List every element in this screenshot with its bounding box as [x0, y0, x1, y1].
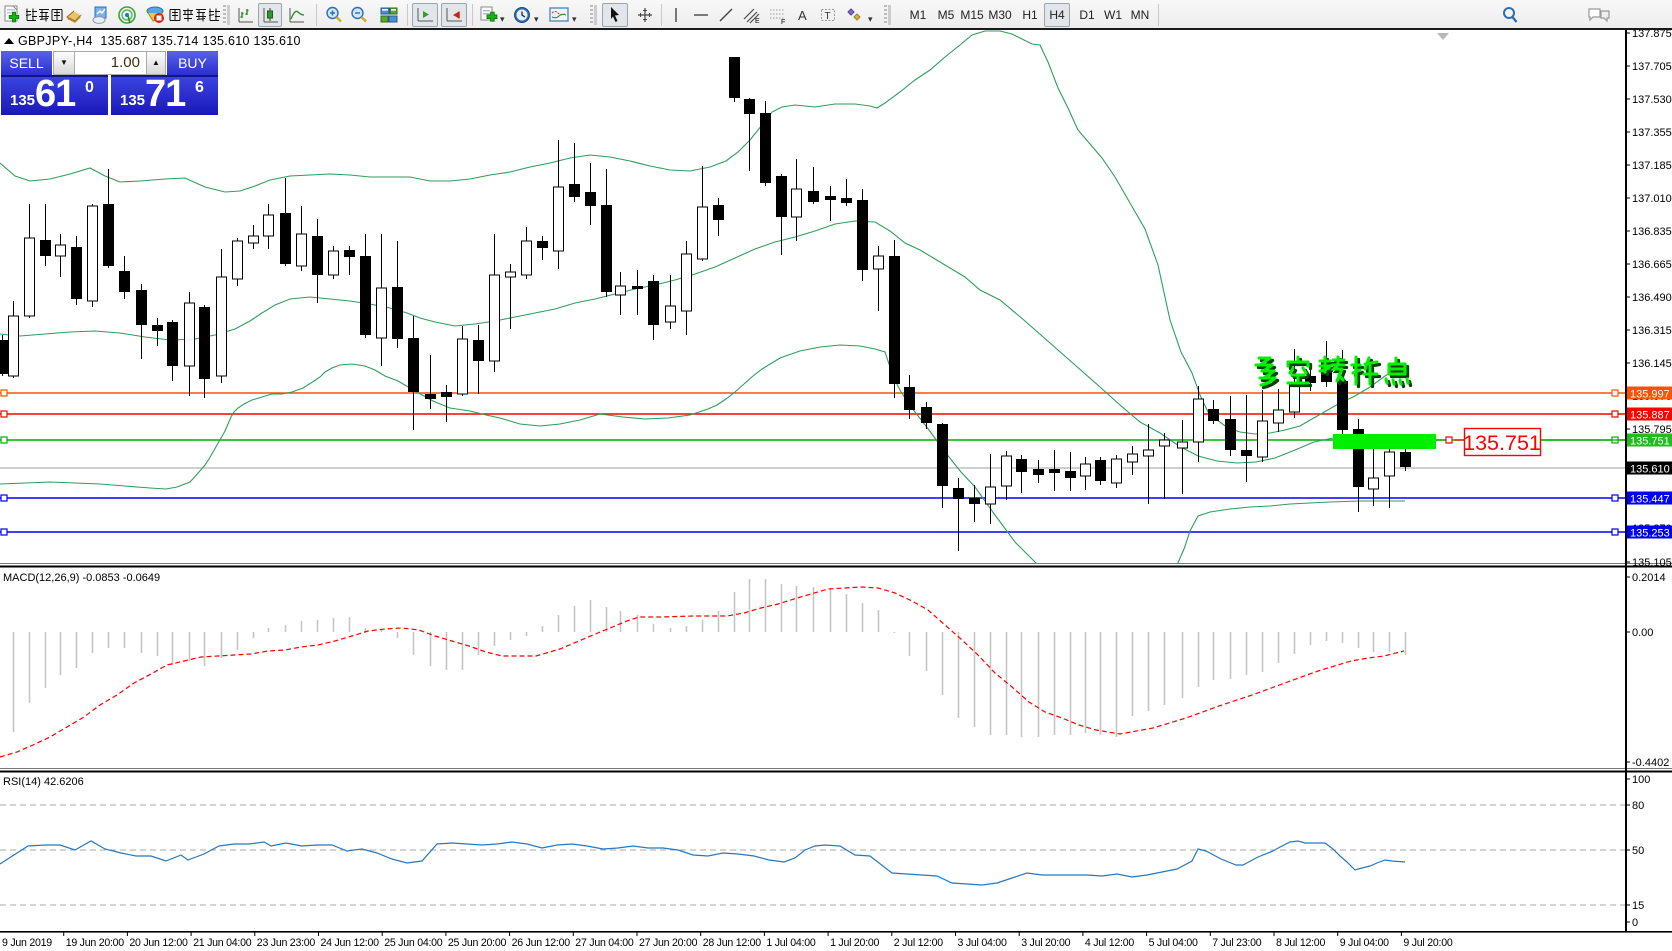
svg-text:26 Jun 12:00: 26 Jun 12:00 [512, 937, 571, 949]
svg-text:9 Jun 2019: 9 Jun 2019 [2, 937, 52, 949]
svg-text:21 Jun 04:00: 21 Jun 04:00 [193, 937, 252, 949]
svg-text:9 Jul 04:00: 9 Jul 04:00 [1340, 937, 1389, 949]
svg-text:15: 15 [1632, 900, 1644, 912]
svg-text:19 Jun 20:00: 19 Jun 20:00 [66, 937, 125, 949]
svg-text:-0.4402: -0.4402 [1632, 757, 1669, 769]
svg-text:135.997: 135.997 [1630, 389, 1670, 401]
svg-text:0: 0 [1632, 917, 1638, 929]
svg-text:T: T [825, 11, 831, 22]
svg-text:136.145: 136.145 [1632, 358, 1672, 370]
svg-text:5 Jul 04:00: 5 Jul 04:00 [1149, 937, 1198, 949]
svg-text:A: A [798, 8, 807, 23]
svg-text:28 Jun 12:00: 28 Jun 12:00 [703, 937, 762, 949]
svg-text:136.665: 136.665 [1632, 259, 1672, 271]
svg-text:9 Jul 20:00: 9 Jul 20:00 [1403, 937, 1452, 949]
svg-text:25 Jun 04:00: 25 Jun 04:00 [384, 937, 443, 949]
svg-text:27 Jun 20:00: 27 Jun 20:00 [639, 937, 698, 949]
svg-text:137.185: 137.185 [1632, 160, 1672, 172]
svg-text:24 Jun 12:00: 24 Jun 12:00 [321, 937, 380, 949]
svg-text:23 Jun 23:00: 23 Jun 23:00 [257, 937, 316, 949]
svg-text:1 Jul 20:00: 1 Jul 20:00 [830, 937, 879, 949]
svg-text:50: 50 [1632, 845, 1644, 857]
svg-text:25 Jun 20:00: 25 Jun 20:00 [448, 937, 507, 949]
svg-text:136.315: 136.315 [1632, 325, 1672, 337]
svg-text:27 Jun 04:00: 27 Jun 04:00 [575, 937, 634, 949]
svg-text:137.355: 137.355 [1632, 127, 1672, 139]
svg-text:RSI(14) 42.6206: RSI(14) 42.6206 [3, 776, 84, 788]
svg-text:8 Jul 12:00: 8 Jul 12:00 [1276, 937, 1325, 949]
svg-text:80: 80 [1632, 800, 1644, 812]
svg-text:0.2014: 0.2014 [1632, 572, 1666, 584]
svg-text:100: 100 [1632, 774, 1650, 786]
svg-text:135.887: 135.887 [1630, 410, 1670, 422]
svg-text:135.751: 135.751 [1463, 431, 1541, 455]
svg-text:2 Jul 12:00: 2 Jul 12:00 [894, 937, 943, 949]
svg-text:E: E [755, 18, 760, 25]
svg-text:137.875: 137.875 [1632, 30, 1672, 40]
svg-text:3 Jul 20:00: 3 Jul 20:00 [1021, 937, 1070, 949]
svg-text:F: F [781, 19, 785, 25]
svg-text:0.00: 0.00 [1632, 627, 1653, 639]
svg-text:137.010: 137.010 [1632, 193, 1672, 205]
svg-text:136.835: 136.835 [1632, 226, 1672, 238]
svg-text:135.447: 135.447 [1630, 494, 1670, 506]
svg-text:137.705: 137.705 [1632, 61, 1672, 73]
svg-text:136.490: 136.490 [1632, 292, 1672, 304]
svg-text:137.530: 137.530 [1632, 94, 1672, 106]
svg-text:4 Jul 12:00: 4 Jul 12:00 [1085, 937, 1134, 949]
svg-text:135.610: 135.610 [1630, 464, 1670, 476]
svg-text:135.795: 135.795 [1632, 424, 1672, 436]
svg-text:3 Jul 04:00: 3 Jul 04:00 [958, 937, 1007, 949]
svg-text:20 Jun 12:00: 20 Jun 12:00 [129, 937, 188, 949]
svg-text:135.751: 135.751 [1630, 436, 1670, 448]
svg-text:1 Jul 04:00: 1 Jul 04:00 [766, 937, 815, 949]
svg-text:MACD(12,26,9) -0.0853 -0.0649: MACD(12,26,9) -0.0853 -0.0649 [3, 572, 160, 584]
svg-text:7 Jul 23:00: 7 Jul 23:00 [1212, 937, 1261, 949]
svg-text:135.253: 135.253 [1630, 528, 1670, 540]
svg-text:135.105: 135.105 [1632, 557, 1672, 569]
